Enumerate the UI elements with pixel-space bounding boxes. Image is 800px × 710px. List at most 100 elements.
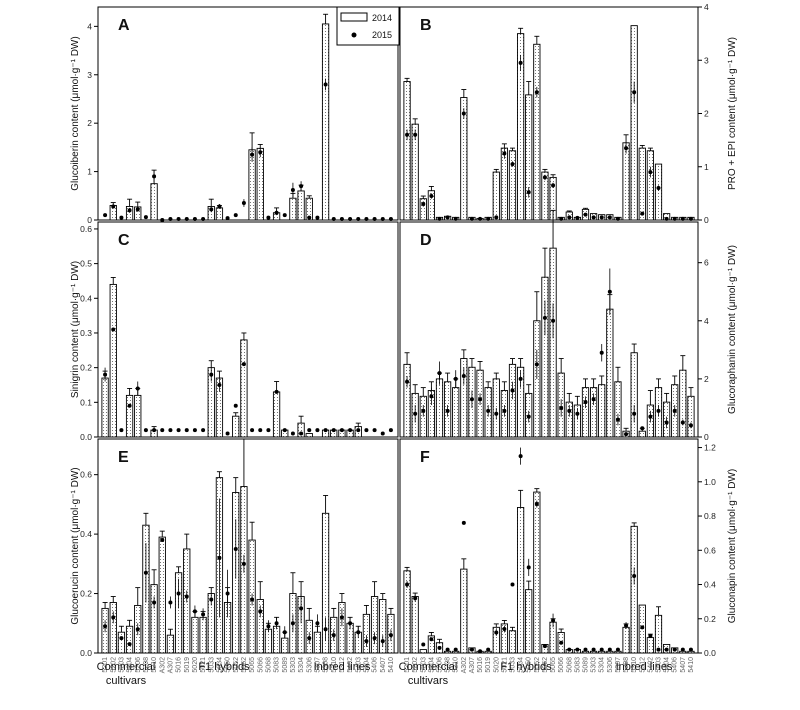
bar-2014 xyxy=(419,649,427,654)
point-2015 xyxy=(282,428,287,433)
point-2015 xyxy=(429,637,434,642)
point-2015 xyxy=(680,647,685,652)
bar-2014 xyxy=(191,616,199,654)
point-2015 xyxy=(209,372,214,377)
bar-2014 xyxy=(460,568,468,654)
xtick-label: 5020 xyxy=(192,657,199,673)
point-2015 xyxy=(274,210,279,215)
xtick-label: 5303 xyxy=(591,657,598,673)
bar-2014 xyxy=(199,616,207,654)
point-2015 xyxy=(119,215,124,220)
bar-2014 xyxy=(272,391,281,438)
legend: 2014 2015 xyxy=(336,6,400,46)
point-2015 xyxy=(461,520,466,525)
point-2015 xyxy=(299,606,304,611)
xtick-label: 5203 xyxy=(118,657,125,673)
xtick-label: 5021 xyxy=(200,657,207,673)
point-2015 xyxy=(307,636,312,641)
point-2015 xyxy=(421,202,426,207)
ytick-label: 0.0 xyxy=(80,648,92,658)
bar-2014 xyxy=(533,43,541,221)
point-2015 xyxy=(135,627,140,632)
ytick-label: 0.0 xyxy=(80,432,92,442)
point-2015 xyxy=(364,217,369,222)
point-2015 xyxy=(502,627,507,632)
point-2015 xyxy=(672,647,677,652)
xtick-label: 5308 xyxy=(323,657,330,673)
xtick-label: 5208 xyxy=(143,657,150,673)
point-2015 xyxy=(445,408,450,413)
point-2015 xyxy=(217,555,222,560)
point-2015 xyxy=(405,582,410,587)
bar-2014 xyxy=(297,190,305,221)
bar-2014 xyxy=(525,94,533,221)
ytick-label: 4 xyxy=(704,2,709,12)
bar-2014 xyxy=(654,163,663,221)
group-labels-left: Commercial cultivars F1 hybrids Inbred l… xyxy=(97,661,371,687)
point-2015 xyxy=(323,428,328,433)
bar-2014 xyxy=(581,387,590,438)
panel-b: 0 1 2 3 4 PRO + EPI content (μmol·g⁻¹ DW) B xyxy=(399,2,738,225)
point-2015 xyxy=(551,183,556,188)
point-2015 xyxy=(599,350,604,355)
bar-2014 xyxy=(646,150,655,221)
point-2015 xyxy=(241,201,246,206)
point-2015 xyxy=(184,428,189,433)
point-2015 xyxy=(274,621,279,626)
point-2015 xyxy=(388,217,393,222)
point-2015 xyxy=(168,600,173,605)
xtick-label: 5404 xyxy=(363,657,370,673)
point-2015 xyxy=(266,624,271,629)
xtick-label: 5403 xyxy=(656,657,663,673)
xtick-label: 5406 xyxy=(372,657,379,673)
panel-c: 0.0 0.1 0.2 0.3 0.4 0.5 0.6 Sinigrin content (μ… xyxy=(70,221,399,442)
point-2015 xyxy=(510,582,515,587)
point-2015 xyxy=(339,428,344,433)
xtick-label: 5089 xyxy=(583,657,590,673)
xtick-label: 5304 xyxy=(298,657,305,673)
point-2015 xyxy=(632,573,637,578)
point-2015 xyxy=(437,371,442,376)
point-2015 xyxy=(152,174,157,179)
xtick-label: 5203 xyxy=(420,657,427,673)
point-2015 xyxy=(534,502,539,507)
xtick-label: 5020 xyxy=(493,657,500,673)
xtick-label: 5312 xyxy=(339,657,346,673)
point-2015 xyxy=(274,389,279,394)
point-2015 xyxy=(184,217,189,222)
bar-2014 xyxy=(370,596,379,654)
xtick-label: 5410 xyxy=(388,657,395,673)
ytick-label: 0 xyxy=(704,432,709,442)
point-2015 xyxy=(356,630,361,635)
point-2015 xyxy=(640,426,645,431)
xtick-label: 5068 xyxy=(265,657,272,673)
xtick-label: 5016 xyxy=(477,657,484,673)
point-2015 xyxy=(648,170,653,175)
xtick-label: 5083 xyxy=(274,657,281,673)
point-2015 xyxy=(615,647,620,652)
point-2015 xyxy=(567,215,572,220)
xtick-label: A302 xyxy=(159,657,166,673)
group-inbred-right: Inbred lines xyxy=(616,661,673,673)
point-2015 xyxy=(192,609,197,614)
xtick-label: 5312 xyxy=(639,657,646,673)
point-2015 xyxy=(664,647,669,652)
xtick-label: 5016 xyxy=(176,657,183,673)
xtick-label: 5034 xyxy=(518,657,525,673)
bar-2014 xyxy=(215,207,224,221)
ylabel-d: Glucoraphanin content (μmol·g⁻¹ DW) xyxy=(727,245,738,414)
point-2015 xyxy=(331,633,336,638)
point-2015 xyxy=(664,420,669,425)
point-2015 xyxy=(217,204,222,209)
panel-a: 0 1 2 3 4 Glucoiberin content (μmol·g⁻¹ DW) A xyxy=(70,6,399,225)
ytick-label: 2 xyxy=(87,118,92,128)
point-2015 xyxy=(250,152,255,157)
bar-2014 xyxy=(158,536,166,654)
point-2015 xyxy=(290,431,295,436)
legend-2015-label: 2015 xyxy=(372,30,392,40)
point-2015 xyxy=(331,428,336,433)
point-2015 xyxy=(119,428,124,433)
point-2015 xyxy=(258,428,263,433)
ytick-label: 2 xyxy=(704,109,709,119)
ylabel-e: Glucoerucin content (μmol·g⁻¹ DW) xyxy=(70,467,81,624)
